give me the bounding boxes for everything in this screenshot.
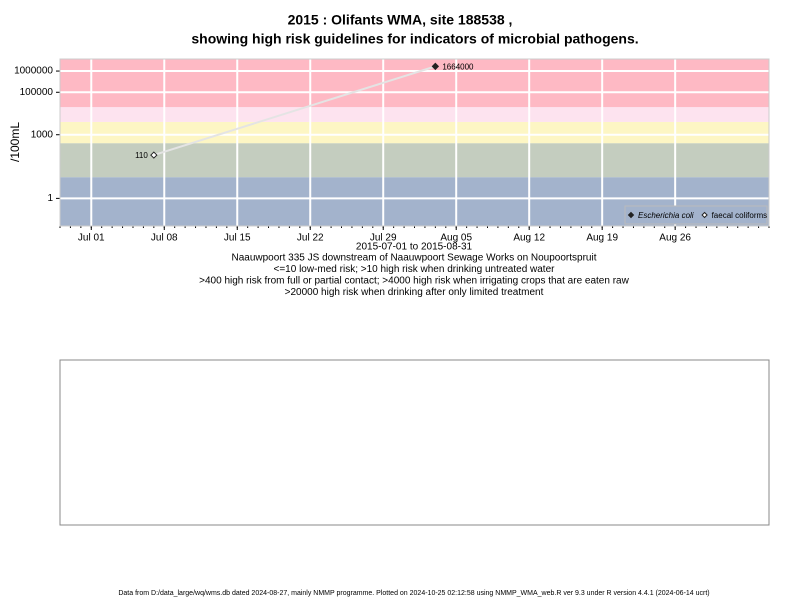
y-axis-label: /100mL — [8, 122, 22, 162]
legend-label: Escherichia coli — [638, 211, 694, 220]
legend-marker — [627, 211, 635, 219]
trend-line — [153, 65, 436, 157]
footer: Data from D:/data_large/wq/wms.db dated … — [118, 590, 709, 597]
y-tick-label: 1 — [47, 193, 53, 204]
risk-band — [60, 107, 769, 122]
chart-title: 2015 : Olifants WMA, site 188538 , — [288, 12, 513, 28]
note: Naauwpoort 335 JS downstream of Naauwpoo… — [231, 253, 596, 264]
chart-subtitle: showing high risk guidelines for indicat… — [191, 31, 638, 47]
legend-box — [624, 205, 768, 225]
legend-marker — [701, 211, 708, 219]
x-tick-label: Aug 05 — [440, 233, 472, 244]
risk-band — [60, 143, 769, 178]
x-tick-label: Aug 12 — [513, 233, 545, 244]
plot-frame — [59, 58, 770, 227]
x-tick-label: Aug 19 — [586, 233, 618, 244]
legend-label: faecal coliforms — [712, 211, 768, 220]
data-point — [431, 62, 440, 71]
risk-band — [60, 59, 769, 108]
x-tick-label: Aug 26 — [659, 233, 691, 244]
x-tick-label: Jul 29 — [370, 233, 397, 244]
x-tick-label: Jul 22 — [297, 233, 324, 244]
x-tick-label: Jul 08 — [151, 233, 178, 244]
x-tick-label: Jul 01 — [78, 233, 105, 244]
risk-band — [60, 121, 769, 144]
note: <=10 low-med risk; >10 high risk when dr… — [274, 264, 556, 275]
data-point — [150, 151, 158, 159]
empty-panel — [59, 359, 770, 526]
x-tick-label: Jul 15 — [224, 233, 251, 244]
data-label: 1664000 — [442, 62, 474, 71]
x-axis-label: 2015-07-01 to 2015-08-31 — [356, 242, 473, 253]
y-tick-label: 1000000 — [14, 66, 53, 77]
note: >400 high risk from full or partial cont… — [199, 276, 629, 287]
data-label: 110 — [135, 151, 148, 160]
y-tick-label: 100000 — [20, 87, 54, 98]
y-tick-label: 1000 — [31, 129, 54, 140]
note: >20000 high risk when drinking after onl… — [285, 287, 544, 298]
